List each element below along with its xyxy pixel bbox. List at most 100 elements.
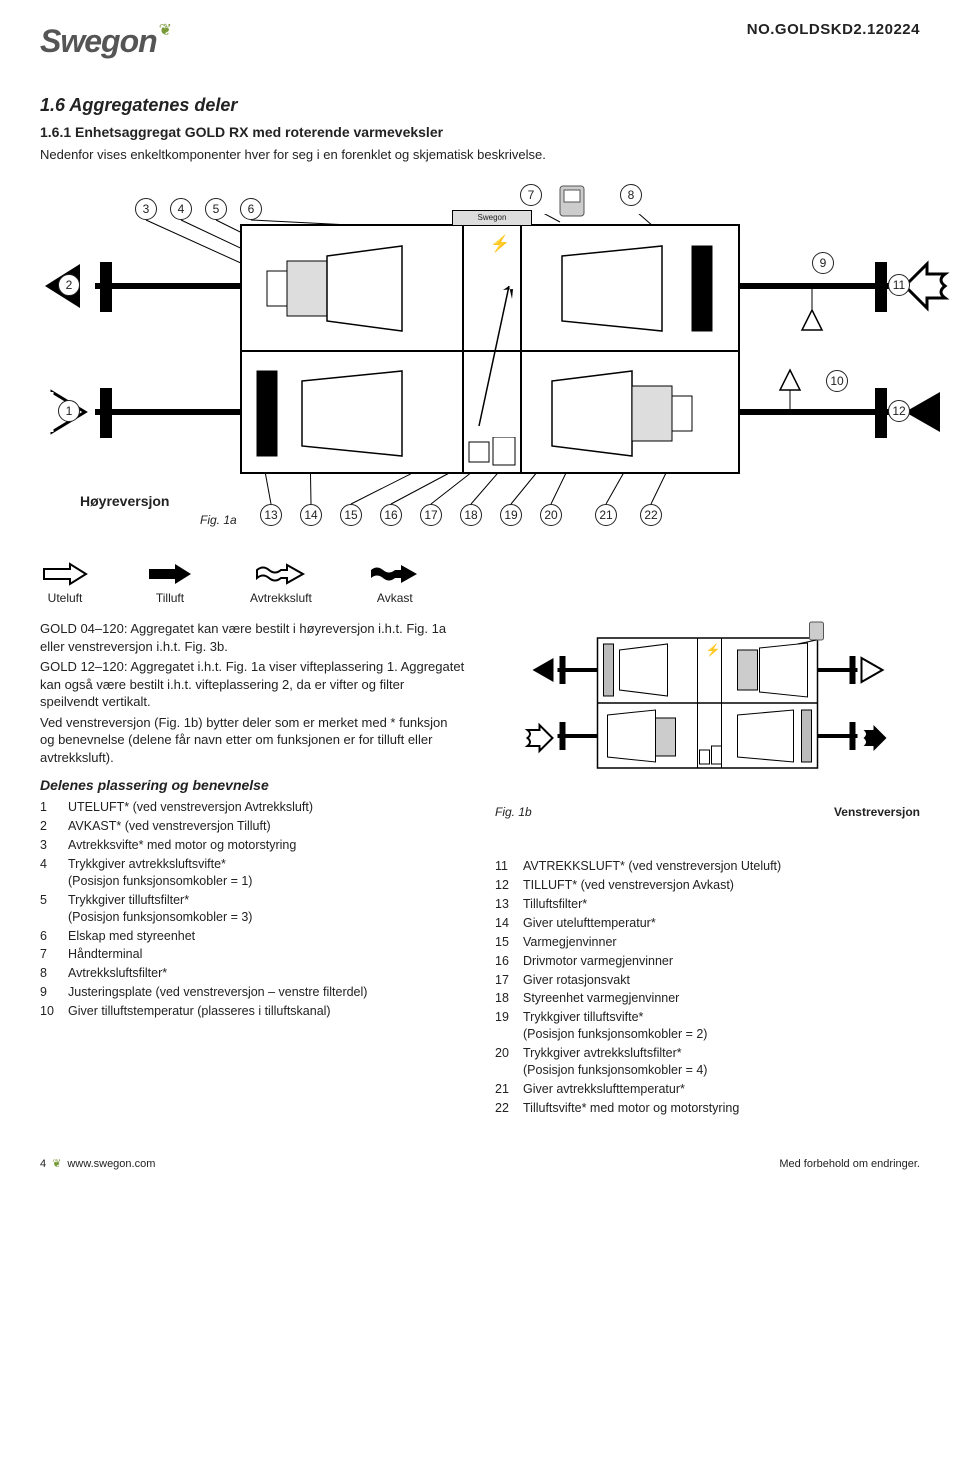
wavy-outline-arrow-icon: [253, 562, 309, 586]
list-item: 18Styreenhet varmegjenvinner: [495, 990, 920, 1007]
list-item: 7Håndterminal: [40, 946, 465, 963]
list-item: 21Giver avtrekkslufttemperatur*: [495, 1081, 920, 1098]
item-number: 21: [495, 1081, 515, 1098]
item-number: 16: [495, 953, 515, 970]
venstre-label: Venstreversjon: [834, 804, 920, 820]
item-text: AVKAST* (ved venstreversjon Tilluft): [68, 818, 271, 835]
list-item: 10 Giver tilluftstemperatur (plasseres i …: [40, 1003, 465, 1020]
upper-right-chamber: [542, 241, 722, 336]
item-subtext: (Posisjon funksjonsomkobler = 4): [523, 1062, 707, 1079]
footer-leaf-icon: ❦: [52, 1157, 61, 1172]
callout-13: 13: [260, 504, 282, 526]
list-item: 16 Drivmotor varmegjenvinner: [495, 953, 920, 970]
body-p3: Ved venstreversjon (Fig. 1b) bytter dele…: [40, 714, 465, 767]
item-number: 9: [40, 984, 60, 1001]
callout-16: 16: [380, 504, 402, 526]
upper-left-chamber: [262, 241, 432, 336]
svg-text:⚡: ⚡: [706, 643, 721, 657]
item-text: Tilluftsfilter*: [523, 896, 587, 913]
callout-5: 5: [205, 198, 227, 220]
item-number: 5: [40, 892, 60, 926]
legend-avtrekksluft: Avtrekksluft: [250, 562, 312, 606]
item-number: 12: [495, 877, 515, 894]
item-text: Trykkgiver tilluftsfilter*(Posisjon funk…: [68, 892, 252, 926]
body-p1: GOLD 04–120: Aggregatet kan være bestilt…: [40, 620, 465, 655]
lower-right-chamber: [542, 366, 732, 461]
footer-disclaimer: Med forbehold om endringer.: [779, 1157, 920, 1172]
section-title: 1.6 Aggregatenes deler: [40, 93, 920, 117]
list-item: 2AVKAST* (ved venstreversjon Tilluft): [40, 818, 465, 835]
mini-caption: Fig. 1b Venstreversjon: [495, 804, 920, 820]
item-subtext: (Posisjon funksjonsomkobler = 1): [68, 873, 252, 890]
list-item: 20Trykkgiver avtrekksluftsfilter*(Posisj…: [495, 1045, 920, 1079]
list-item: 4Trykkgiver avtrekksluftsvifte*(Posisjon…: [40, 856, 465, 890]
list-item: 1UTELUFT* (ved venstreversjon Avtrekkslu…: [40, 799, 465, 816]
right-ducts: [740, 224, 960, 484]
footer-url: www.swegon.com: [67, 1157, 155, 1172]
item-number: 6: [40, 928, 60, 945]
item-number: 11: [495, 858, 515, 875]
outline-arrow-icon: [40, 562, 90, 586]
item-text: Avtrekksluftsfilter*: [68, 965, 167, 982]
item-number: 4: [40, 856, 60, 890]
callout-2: 2: [58, 274, 80, 296]
item-text: TILLUFT* (ved venstreversjon Avkast): [523, 877, 734, 894]
item-text: Giver utelufttemperatur*: [523, 915, 656, 932]
mini-diagram: ⚡: [495, 620, 920, 790]
callout-10: 10: [826, 370, 848, 392]
list-item: 8 Avtrekksluftsfilter*: [40, 965, 465, 982]
item-number: 17: [495, 972, 515, 989]
right-column: ⚡: [495, 620, 920, 1118]
leaf-icon: ❦: [159, 20, 172, 42]
list-item: 6Elskap med styreenhet: [40, 928, 465, 945]
list-item: 17 Giver rotasjonsvakt: [495, 972, 920, 989]
item-number: 13: [495, 896, 515, 913]
list-item: 13 Tilluftsfilter*: [495, 896, 920, 913]
callout-7: 7: [520, 184, 542, 206]
item-text: AVTREKKSLUFT* (ved venstreversjon Uteluf…: [523, 858, 781, 875]
body-p2: GOLD 12–120: Aggregatet i.h.t. Fig. 1a v…: [40, 658, 465, 711]
callout-22: 22: [640, 504, 662, 526]
page-number: 4: [40, 1157, 46, 1172]
item-text: Drivmotor varmegjenvinner: [523, 953, 673, 970]
callout-20: 20: [540, 504, 562, 526]
list-item: 15Varmegjenvinner: [495, 934, 920, 951]
item-text: Trykkgiver tilluftsvifte*(Posisjon funks…: [523, 1009, 707, 1043]
item-number: 8: [40, 965, 60, 982]
list-item: 3Avtrekksvifte* med motor og motorstyrin…: [40, 837, 465, 854]
legend-uteluft: Uteluft: [40, 562, 90, 606]
item-text: Giver rotasjonsvakt: [523, 972, 630, 989]
item-text: Giver tilluftstemperatur (plasseres i ti…: [68, 1003, 331, 1020]
item-number: 22: [495, 1100, 515, 1117]
item-text: Styreenhet varmegjenvinner: [523, 990, 679, 1007]
callout-14: 14: [300, 504, 322, 526]
parts-subheading: Delenes plassering og benevnelse: [40, 776, 465, 795]
list-item: 14Giver utelufttemperatur*: [495, 915, 920, 932]
item-text: UTELUFT* (ved venstreversjon Avtrekksluf…: [68, 799, 313, 816]
version-label: Høyreversjon: [80, 492, 169, 511]
callout-18: 18: [460, 504, 482, 526]
item-number: 20: [495, 1045, 515, 1079]
callout-9: 9: [812, 252, 834, 274]
brand-logo: Swegon ❦: [40, 20, 172, 63]
lower-left-chamber: [252, 366, 442, 461]
document-id: NO.GOLDSKD2.120224: [747, 20, 920, 40]
callout-19: 19: [500, 504, 522, 526]
list-item: 22 Tilluftsvifte* med motor og motorstyri…: [495, 1100, 920, 1117]
item-number: 3: [40, 837, 60, 854]
item-text: Tilluftsvifte* med motor og motorstyring: [523, 1100, 739, 1117]
legend-avkast: Avkast: [367, 562, 423, 606]
item-number: 10: [40, 1003, 60, 1020]
item-text: Justeringsplate (ved venstreversjon – ve…: [68, 984, 367, 1001]
left-column: GOLD 04–120: Aggregatet kan være bestilt…: [40, 620, 465, 1118]
section-subtitle: 1.6.1 Enhetsaggregat GOLD RX med roteren…: [40, 123, 920, 142]
fig-1a-label: Fig. 1a: [200, 512, 237, 528]
callout-12: 12: [888, 400, 910, 422]
list-item: 12 TILLUFT* (ved venstreversjon Avkast): [495, 877, 920, 894]
item-text: Trykkgiver avtrekksluftsfilter*(Posisjon…: [523, 1045, 707, 1079]
callout-1: 1: [58, 400, 80, 422]
list-item: 19Trykkgiver tilluftsvifte*(Posisjon fun…: [495, 1009, 920, 1043]
list-item: 11 AVTREKKSLUFT* (ved venstreversjon Utel…: [495, 858, 920, 875]
item-number: 15: [495, 934, 515, 951]
item-number: 7: [40, 946, 60, 963]
